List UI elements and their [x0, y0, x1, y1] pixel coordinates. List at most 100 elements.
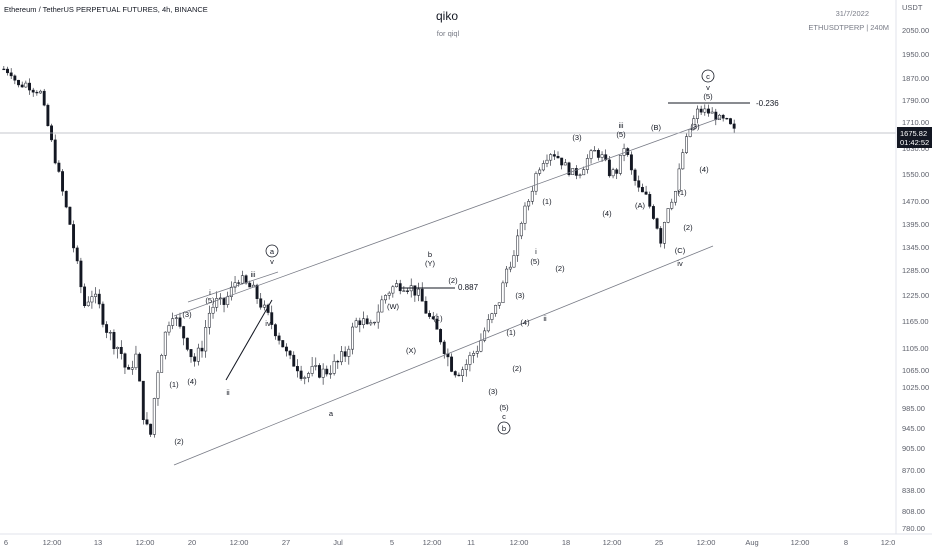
fib-label-mid: 0.887: [458, 283, 479, 292]
price-tick-label: 780.00: [902, 524, 925, 533]
candle-body: [332, 360, 336, 374]
wave-label: (B): [651, 123, 662, 132]
candle-body: [468, 355, 472, 365]
candle-body: [20, 84, 24, 88]
candle-body: [585, 158, 589, 170]
wave-label: (3): [182, 310, 192, 319]
candle-body: [659, 228, 663, 244]
price-tick-label: 1225.00: [902, 291, 929, 300]
candle-body: [237, 282, 241, 284]
candle-body: [343, 351, 347, 357]
price-tick-label: 1105.00: [902, 344, 929, 353]
candle-body: [582, 169, 586, 176]
candle-body: [72, 224, 76, 249]
time-axis[interactable]: 6 12:00 13 12:00 20 12:00 27 Jul 5 12:00 11 12:00 18…: [4, 538, 895, 547]
channel-lower-line: [173, 245, 714, 466]
candle-body: [611, 169, 615, 177]
candle-body: [310, 366, 314, 374]
candle-body: [732, 123, 736, 129]
candle-body: [567, 162, 571, 175]
candle-body: [226, 296, 230, 305]
candle-body: [494, 305, 498, 314]
candle-body: [97, 293, 101, 305]
candle-body: [398, 283, 402, 292]
wave-label: (2): [448, 276, 458, 285]
wave-label: (2): [174, 437, 184, 446]
wave-label: (5): [205, 296, 215, 305]
candle-body: [94, 293, 98, 297]
candle-body: [233, 282, 237, 288]
candle-body: [86, 301, 90, 307]
candle-body: [207, 312, 211, 328]
wave-label: iv: [265, 319, 271, 328]
time-tick-label: 12:00: [697, 538, 716, 547]
candle-body: [240, 275, 244, 284]
candle-body: [42, 90, 46, 106]
wave-label: (1): [433, 314, 443, 323]
candle-body: [156, 372, 160, 399]
wave-label: (4): [699, 165, 709, 174]
candle-body: [130, 367, 134, 370]
wave-label: ii: [543, 314, 547, 323]
candle-body: [273, 324, 277, 337]
time-tick-label: 18: [562, 538, 570, 547]
candle-body: [593, 150, 597, 152]
candle-body: [439, 329, 443, 343]
candle-body: [167, 325, 171, 333]
candle-body: [483, 330, 487, 341]
candle-body: [589, 150, 593, 159]
time-tick-label: 8: [844, 538, 848, 547]
candle-body: [160, 355, 164, 373]
price-tick-label: 905.00: [902, 444, 925, 453]
wave-circle-b-low: [497, 421, 511, 435]
candle-body: [13, 75, 17, 81]
candle-body: [321, 368, 325, 378]
candle-body: [549, 154, 553, 161]
price-tick-label: 1950.00: [902, 50, 929, 59]
candle-body: [53, 139, 57, 164]
fib-label-upper: -0.236: [756, 99, 779, 108]
wave-label: (3): [572, 133, 582, 142]
candle-body: [530, 190, 534, 202]
candle-body: [116, 346, 120, 349]
candle-body: [486, 319, 490, 332]
candle-body: [127, 367, 131, 370]
candle-body: [171, 318, 175, 326]
candle-body: [134, 353, 138, 369]
candle-body: [365, 318, 369, 325]
candle-body: [270, 312, 274, 325]
candle-body: [284, 346, 288, 352]
candle-body: [677, 168, 681, 192]
candle-body: [17, 79, 20, 86]
candle-body: [6, 68, 9, 74]
candle-body: [622, 148, 626, 156]
price-tick-label: 1790.00: [902, 96, 929, 105]
wave-label: v: [706, 83, 710, 92]
wave-label: v: [270, 257, 274, 266]
candle-body: [475, 350, 479, 354]
price-tick-label: 1710.00: [902, 118, 929, 127]
wave-labels: c v (5) iii (3) (5) (B) (3) (1) (4) (A) …: [169, 69, 715, 446]
candle-body: [61, 171, 65, 192]
candle-body: [637, 180, 641, 188]
candle-body: [362, 318, 365, 325]
candle-body: [703, 108, 707, 113]
candle-body: [519, 223, 523, 237]
candle-body: [24, 82, 28, 88]
wave-circle-c-top: [701, 69, 715, 83]
candle-body: [384, 295, 387, 301]
wave-label: (4): [602, 209, 612, 218]
price-tick-label: 808.00: [902, 507, 925, 516]
candle-body: [402, 290, 406, 292]
price-axis[interactable]: 2050.00 1950.00 1870.00 1790.00 1710.00 1630.…: [902, 26, 929, 533]
candle-body: [633, 169, 637, 181]
candle-body: [472, 353, 476, 356]
time-tick-label: Jul: [333, 538, 343, 547]
candle-body: [607, 159, 611, 177]
candle-body: [578, 174, 582, 176]
candle-body: [424, 300, 428, 314]
candle-body: [420, 288, 424, 302]
candle-body: [721, 114, 725, 119]
candle-body: [618, 155, 622, 174]
